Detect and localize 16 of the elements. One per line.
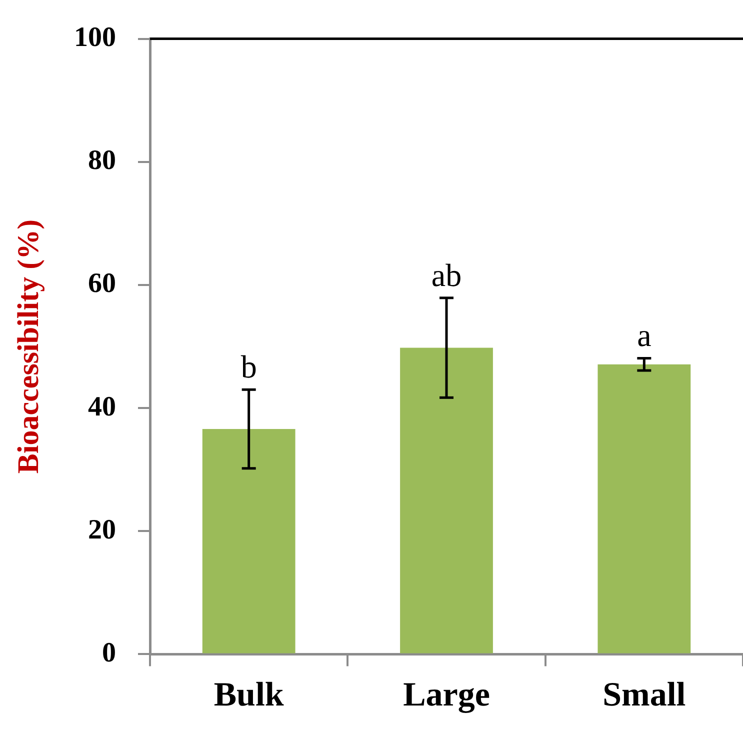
annotation: b — [240, 348, 257, 385]
bar — [598, 364, 691, 654]
bar — [400, 348, 493, 654]
y-tick-label: 40 — [88, 391, 116, 422]
annotation: ab — [431, 256, 462, 293]
y-axis-title: Bioaccessibility (%) — [12, 219, 45, 474]
y-tick-label: 20 — [88, 514, 116, 546]
x-tick-label: Bulk — [214, 676, 284, 714]
x-tick-label: Small — [602, 676, 686, 714]
annotation: a — [637, 317, 652, 354]
y-tick-label: 60 — [88, 268, 116, 300]
y-tick-label: 80 — [88, 145, 116, 176]
y-tick-label: 0 — [102, 637, 116, 668]
x-tick-label: Large — [403, 676, 490, 714]
y-tick-label: 100 — [74, 22, 116, 54]
bar — [202, 428, 296, 654]
